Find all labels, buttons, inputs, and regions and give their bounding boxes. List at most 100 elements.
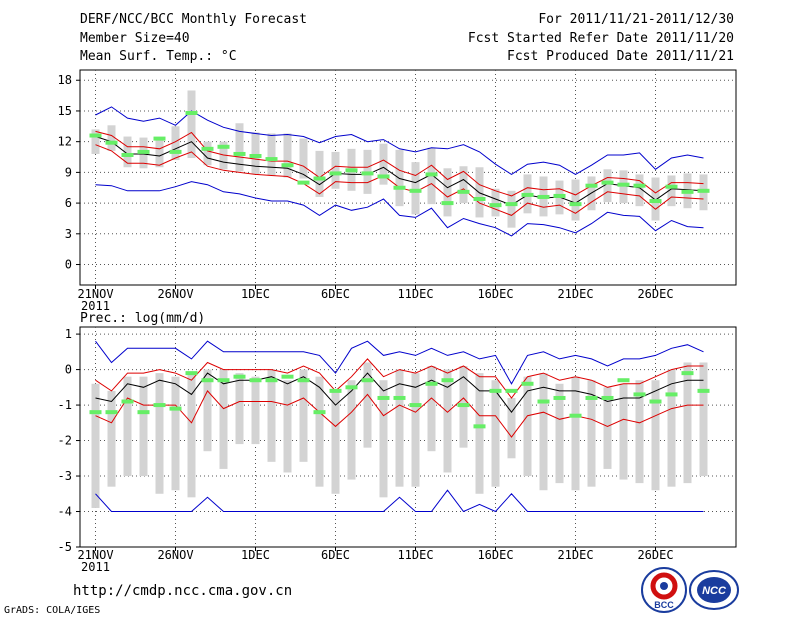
ensemble-box xyxy=(539,373,548,491)
forecast-period: For 2011/11/21-2011/12/30 xyxy=(538,12,734,27)
ensemble-box xyxy=(523,376,532,477)
ensemble-box xyxy=(699,362,708,477)
x-tick-label: 26DEC xyxy=(637,287,673,301)
source-url[interactable]: http://cmdp.ncc.cma.gov.cn xyxy=(73,583,293,599)
ensemble-box xyxy=(171,376,180,491)
median-marker xyxy=(489,203,502,208)
median-marker xyxy=(121,399,134,404)
median-marker xyxy=(217,144,230,149)
median-marker xyxy=(265,378,278,383)
ensemble-box xyxy=(283,380,292,473)
ensemble-box xyxy=(107,390,116,487)
median-marker xyxy=(633,183,646,188)
plot-frame xyxy=(79,326,737,548)
median-marker xyxy=(441,201,454,206)
median-marker xyxy=(393,395,406,400)
ensemble-box xyxy=(635,380,644,484)
bcc-logo: BCC xyxy=(641,567,687,613)
ensemble-box xyxy=(187,373,196,498)
x-tick-label: 11DEC xyxy=(397,548,433,562)
ensemble-box xyxy=(139,376,148,477)
median-marker xyxy=(601,180,614,185)
x-year-label: 2011 xyxy=(81,299,110,313)
x-tick-label: 6DEC xyxy=(321,548,350,562)
ensemble-box xyxy=(203,369,212,452)
std-lower-line xyxy=(95,390,704,438)
median-marker xyxy=(569,413,582,418)
median-marker xyxy=(329,388,342,393)
median-marker xyxy=(361,171,374,176)
median-marker xyxy=(489,388,502,393)
median-marker xyxy=(553,193,566,198)
median-marker xyxy=(121,152,134,157)
ensemble-box xyxy=(571,376,580,491)
y-tick-label: 0 xyxy=(65,258,72,272)
median-marker xyxy=(105,140,118,145)
ensemble-box xyxy=(379,380,388,498)
median-marker xyxy=(169,406,182,411)
x-tick-label: 21DEC xyxy=(557,287,593,301)
median-marker xyxy=(569,202,582,207)
x-tick-label: 26DEC xyxy=(637,548,673,562)
ensemble-box xyxy=(331,390,340,494)
median-marker xyxy=(297,180,310,185)
std-upper-line xyxy=(95,130,704,197)
median-marker xyxy=(553,395,566,400)
median-marker xyxy=(537,194,550,199)
x-tick-label: 21NOV xyxy=(77,287,113,301)
ensemble-box xyxy=(155,139,164,168)
ensemble-box xyxy=(603,387,612,469)
median-marker xyxy=(377,174,390,179)
median-marker xyxy=(409,403,422,408)
ensemble-box xyxy=(315,376,324,487)
x-tick-label: 21NOV xyxy=(77,548,113,562)
precip-chart-title: Prec.: log(mm/d) xyxy=(80,311,206,326)
ncc-logo-text: NCC xyxy=(702,585,727,597)
median-marker xyxy=(297,378,310,383)
median-marker xyxy=(313,176,326,181)
y-tick-label: 18 xyxy=(58,73,72,87)
median-marker xyxy=(697,188,710,193)
ensemble-box xyxy=(235,123,244,172)
ensemble-box xyxy=(171,126,180,161)
median-marker xyxy=(185,111,198,115)
max-line xyxy=(95,340,704,385)
median-marker xyxy=(105,410,118,415)
ensemble-box xyxy=(123,376,132,477)
ensemble-box xyxy=(475,373,484,494)
median-marker xyxy=(169,149,182,154)
median-marker xyxy=(505,202,518,207)
ensemble-box xyxy=(267,133,276,176)
variable-label: Mean Surf. Temp.: °C xyxy=(80,49,237,64)
x-tick-label: 1DEC xyxy=(241,548,270,562)
y-tick-label: -2 xyxy=(58,434,72,448)
median-marker xyxy=(425,172,438,177)
ensemble-box xyxy=(491,188,500,217)
median-marker xyxy=(665,184,678,189)
y-tick-label: 12 xyxy=(58,135,72,149)
ensemble-box xyxy=(651,380,660,491)
min-line xyxy=(95,181,704,237)
chart-panel-1: 0 3 6 9 12 15 18 21NOV 26NOV 1DEC 6DEC 11DEC 16DEC 21… xyxy=(58,69,737,313)
y-tick-label: 1 xyxy=(65,327,72,341)
min-line xyxy=(95,489,704,513)
ensemble-box xyxy=(491,380,500,487)
median-marker xyxy=(601,395,614,400)
median-marker xyxy=(201,146,214,151)
median-marker xyxy=(137,410,150,415)
ensemble-box xyxy=(507,397,516,459)
median-marker xyxy=(473,424,486,429)
median-marker xyxy=(617,378,630,383)
x-tick-label: 21DEC xyxy=(557,548,593,562)
median-marker xyxy=(505,388,518,393)
ensemble-box xyxy=(603,169,612,203)
ensemble-box xyxy=(299,138,308,179)
ensemble-box xyxy=(411,373,420,487)
ensemble-box xyxy=(427,366,436,452)
ensemble-box xyxy=(123,136,132,168)
ensemble-box xyxy=(379,143,388,185)
y-tick-label: 0 xyxy=(65,363,72,377)
median-marker xyxy=(201,378,214,383)
median-marker xyxy=(585,395,598,400)
median-marker xyxy=(521,381,534,386)
